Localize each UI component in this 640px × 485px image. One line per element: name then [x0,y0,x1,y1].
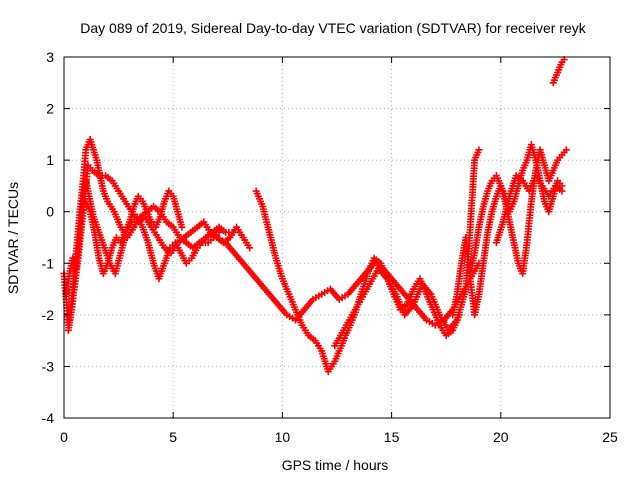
x-tick-label: 0 [60,429,68,445]
series-track-h [449,146,570,319]
y-tick-label: 0 [46,204,54,220]
y-tick-label: 3 [46,49,54,65]
x-tick-label: 10 [275,429,291,445]
y-axis-label: SDTVAR / TECUs [5,182,21,294]
chart-title: Day 089 of 2019, Sidereal Day-to-day VTE… [80,20,586,36]
series-track-c [62,177,223,298]
data-point [215,228,223,236]
series-track-d [82,187,186,278]
y-tick-label: 2 [46,101,54,117]
data-point [246,244,254,252]
y-tick-label: -2 [42,307,55,323]
x-tick-label: 25 [602,429,618,445]
data-point [562,146,570,154]
data-point [178,223,186,231]
x-axis-label: GPS time / hours [282,457,389,473]
series-track-j [492,172,566,247]
y-tick-label: -4 [42,410,55,426]
grid-layer [64,57,610,418]
y-tick-label: 1 [46,152,54,168]
data-point [558,187,566,195]
tick-layer: 0 5 10 15 20 25 -4 -3 -2 -1 0 1 2 3 [42,49,618,445]
plot-frame [63,56,611,419]
y-tick-label: -3 [42,358,55,374]
x-tick-label: 5 [169,429,177,445]
series-track-f [252,187,463,376]
y-tick-label: -1 [42,255,55,271]
x-tick-label: 15 [384,429,400,445]
data-layer [60,56,570,376]
data-point [475,146,483,154]
x-tick-label: 20 [493,429,509,445]
